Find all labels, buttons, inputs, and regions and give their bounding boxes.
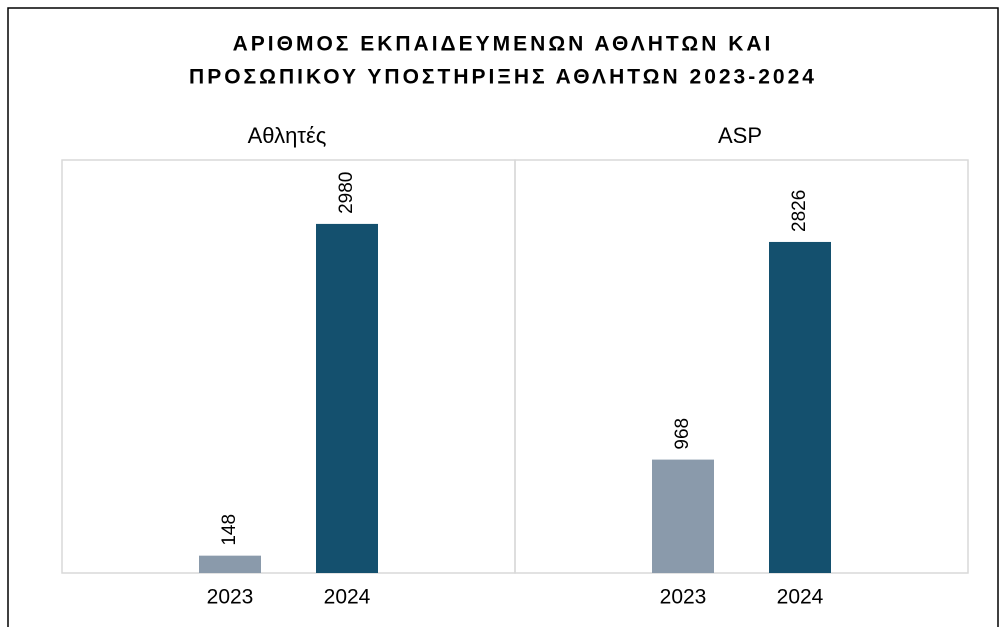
- panel-title: Αθλητές: [248, 123, 327, 148]
- x-tick-label: 2023: [660, 586, 707, 609]
- bar: [769, 241, 831, 573]
- data-label: 2980: [336, 172, 357, 214]
- bar: [199, 555, 261, 573]
- plot-area: [514, 159, 969, 574]
- chart-title: ΑΡΙΘΜΟΣ ΕΚΠΑΙΔΕΥΜΕΝΩΝ ΑΘΛΗΤΩΝ ΚΑΙ: [233, 33, 774, 56]
- data-label: 968: [672, 418, 693, 450]
- x-tick-label: 2024: [324, 586, 371, 609]
- chart-border: [7, 7, 999, 627]
- chart-title: ΠΡΟΣΩΠΙΚΟΥ ΥΠΟΣΤΗΡΙΞΗΣ ΑΘΛΗΤΩΝ 2023-2024: [189, 66, 817, 89]
- x-tick-label: 2024: [777, 586, 824, 609]
- x-tick-label: 2023: [207, 586, 254, 609]
- bar: [652, 459, 714, 573]
- panel-title: ASP: [718, 123, 762, 148]
- data-label: 148: [219, 514, 240, 546]
- data-label: 2826: [789, 190, 810, 232]
- bar: [316, 223, 378, 573]
